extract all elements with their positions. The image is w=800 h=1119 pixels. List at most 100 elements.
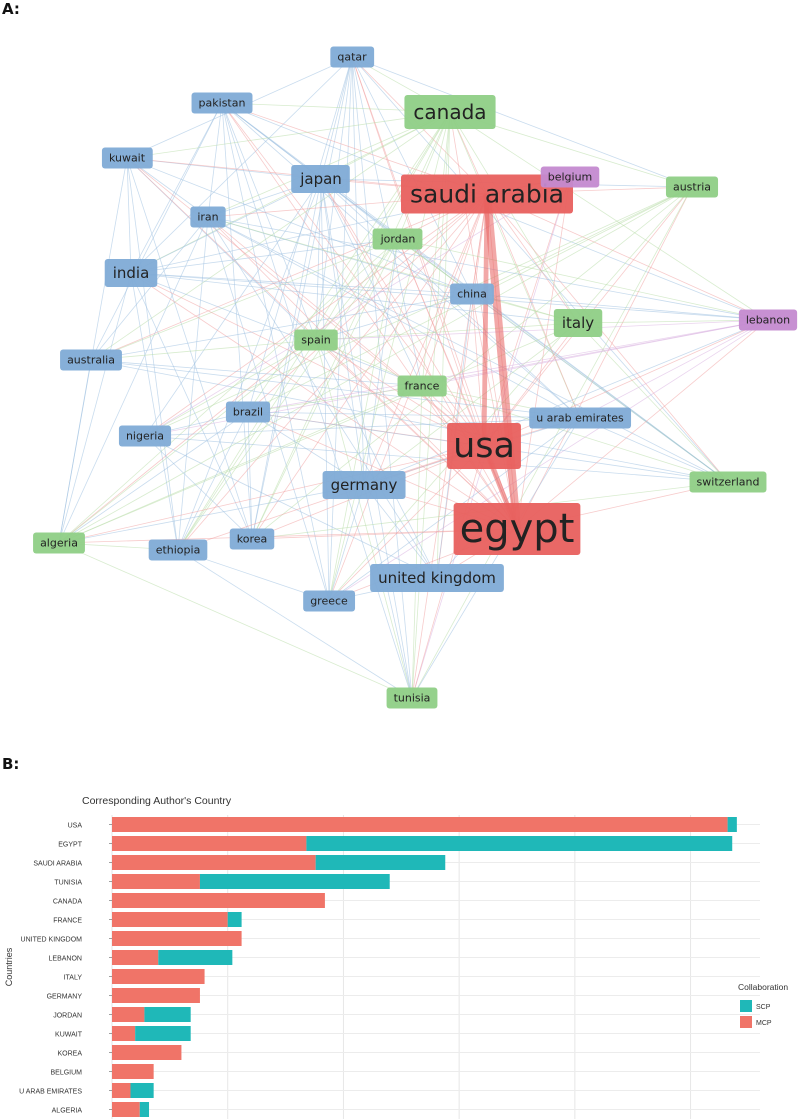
bar-series xyxy=(112,817,737,1117)
network-edge xyxy=(320,178,485,447)
network-edge xyxy=(221,102,330,602)
network-edge xyxy=(251,178,322,540)
network-node-box xyxy=(229,528,275,550)
network-edge xyxy=(58,339,317,544)
network-node-pakistan: pakistan xyxy=(191,92,253,114)
network-edge xyxy=(207,216,518,530)
network-edge xyxy=(126,157,132,274)
network-node-china: china xyxy=(450,283,494,305)
network-edge xyxy=(247,111,451,413)
network-edge xyxy=(320,56,353,180)
network-node-label: belgium xyxy=(548,171,593,184)
bar-category-label: LEBANON xyxy=(49,956,82,963)
network-edge xyxy=(144,193,488,437)
bar-scp xyxy=(135,1026,191,1041)
network-node-label: spain xyxy=(301,334,331,347)
network-edge xyxy=(144,186,693,437)
network-edge xyxy=(90,359,581,419)
network-edge xyxy=(58,385,423,544)
bar-category-label: CANADA xyxy=(53,899,83,906)
network-edge xyxy=(320,178,423,387)
network-edge xyxy=(516,186,693,530)
network-node-label: greece xyxy=(310,595,348,608)
bar-category-label: EGYPT xyxy=(58,842,82,849)
bar-mcp xyxy=(112,912,228,927)
network-node-box xyxy=(294,329,338,351)
network-edge xyxy=(351,56,423,387)
network-node-label: u arab emirates xyxy=(536,412,624,425)
network-edge xyxy=(207,216,581,419)
network-node-label: united kingdom xyxy=(378,569,496,587)
network-edge xyxy=(315,319,769,341)
collaboration-network: qatar pakistan canada kuwait japan saudi arab… xyxy=(33,46,798,709)
bar-category-label: TUNISIA xyxy=(54,880,82,887)
network-edge xyxy=(221,102,413,699)
network-edge xyxy=(363,319,769,486)
bar-mcp xyxy=(112,1083,131,1098)
network-node-box xyxy=(404,95,496,129)
bar-category-label: SAUDI ARABIA xyxy=(33,861,82,868)
network-edge xyxy=(471,186,693,295)
network-edge xyxy=(207,216,579,324)
network-node-usa: usa xyxy=(447,423,521,469)
network-edge xyxy=(351,56,693,188)
network-edge xyxy=(328,56,353,602)
network-edge xyxy=(90,102,223,361)
network-edge xyxy=(221,102,581,419)
bar-scp xyxy=(139,1102,150,1117)
network-edge xyxy=(449,111,769,321)
network-edge xyxy=(363,193,488,486)
bar-y-axis-label: Countries xyxy=(4,947,14,986)
network-node-label: france xyxy=(405,380,440,393)
bar-mcp xyxy=(112,1007,145,1022)
network-edge xyxy=(126,157,485,447)
network-node-box xyxy=(447,423,521,469)
network-edge xyxy=(328,445,485,602)
network-edge xyxy=(144,339,317,437)
bar-category-label: KOREA xyxy=(57,1051,82,1058)
network-edge xyxy=(144,435,729,483)
network-edge xyxy=(58,272,132,544)
network-edge xyxy=(58,359,92,544)
network-edge xyxy=(130,272,473,295)
network-node-kuwait: kuwait xyxy=(101,147,153,169)
network-edge xyxy=(315,56,353,341)
bar-category-label: BELGIUM xyxy=(50,1070,82,1077)
network-node-box xyxy=(400,174,574,214)
bar-mcp xyxy=(112,893,325,908)
network-edge xyxy=(421,385,729,483)
bar-scp xyxy=(130,1083,154,1098)
network-edge xyxy=(58,484,365,544)
network-edge xyxy=(130,102,223,274)
network-strong-edge xyxy=(483,193,521,530)
network-edge xyxy=(144,435,438,579)
network-node-box xyxy=(689,471,767,493)
network-edge xyxy=(486,193,579,324)
network-node-box xyxy=(553,309,603,337)
bar-legend-title: Collaboration xyxy=(738,982,788,992)
network-node-box xyxy=(450,283,494,305)
network-node-korea: korea xyxy=(229,528,275,550)
network-node-label: italy xyxy=(562,314,594,332)
network-node-belgium: belgium xyxy=(540,166,600,188)
bar-mcp xyxy=(112,1064,154,1079)
network-node-box xyxy=(665,176,719,198)
network-node-label: saudi arabia xyxy=(410,180,564,209)
bar-mcp xyxy=(112,950,159,965)
panel-a-label: A: xyxy=(2,0,20,18)
network-edge xyxy=(577,319,769,324)
bar-mcp xyxy=(112,874,200,889)
network-edge xyxy=(207,102,223,218)
network-node-label: china xyxy=(457,288,487,301)
network-node-united-kingdom: united kingdom xyxy=(370,564,504,592)
network-node-box xyxy=(225,401,271,423)
network-edge xyxy=(247,411,253,540)
network-edge xyxy=(130,272,179,551)
network-edge xyxy=(126,111,451,159)
network-edge xyxy=(90,193,488,361)
network-node-box xyxy=(291,165,350,193)
panel-b-label: B: xyxy=(2,755,20,773)
network-edge xyxy=(579,417,729,483)
network-edge xyxy=(486,193,581,419)
